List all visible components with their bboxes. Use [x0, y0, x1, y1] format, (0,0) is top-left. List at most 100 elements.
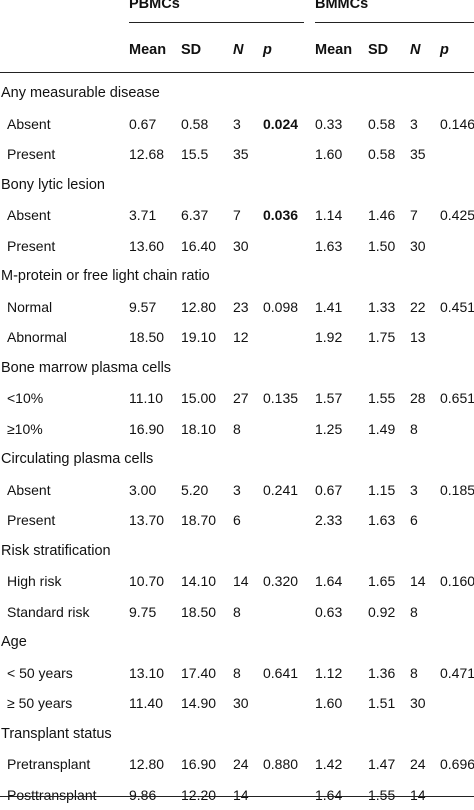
cell-pbmc-mean: 11.10 [129, 390, 163, 406]
cell-bmmc-sd: 1.65 [368, 573, 396, 589]
section-header: M-protein or free light chain ratio [0, 261, 474, 291]
cell-bmmc-mean: 1.60 [315, 146, 343, 162]
cell-bmmc-sd: 1.49 [368, 420, 396, 437]
cell-pbmc-mean: 12.68 [129, 146, 165, 162]
row-label: ≥ 50 years [7, 695, 73, 711]
row-label: Absent [7, 481, 51, 498]
table-row: <10% 11.10 15.00 27 0.135 1.57 1.55 28 0.651 [0, 383, 474, 413]
cell-pbmc-n: 6 [233, 512, 241, 528]
cell-pbmc-p: 0.036 [263, 207, 299, 223]
col-header-bmmc-mean: Mean [315, 42, 353, 58]
cell-bmmc-n: 24 [410, 756, 426, 772]
cell-pbmc-mean: 12.80 [129, 756, 165, 772]
cell-pbmc-sd: 15.5 [181, 146, 209, 162]
cell-pbmc-mean: 0.67 [129, 115, 157, 132]
cell-bmmc-n: 8 [410, 664, 418, 681]
cell-bmmc-sd: 1.75 [368, 329, 396, 345]
cell-bmmc-mean: 1.41 [315, 298, 343, 315]
col-header-bmmc-sd: SD [368, 42, 389, 58]
table-row: Present 13.60 16.40 30 1.63 1.50 30 [0, 231, 474, 261]
table-row: Posttransplant 9.86 12.20 14 1.64 1.55 14 [0, 780, 474, 810]
cell-pbmc-sd: 16.90 [181, 756, 217, 772]
cell-bmmc-p: 0.696 [440, 756, 474, 772]
cell-bmmc-sd: 0.92 [368, 603, 396, 620]
cell-bmmc-n: 8 [410, 603, 418, 620]
cell-pbmc-sd: 6.37 [181, 207, 209, 223]
cell-pbmc-mean: 10.70 [129, 573, 165, 589]
section-title: Bone marrow plasma cells [1, 359, 172, 376]
cell-pbmc-p: 0.320 [263, 573, 299, 589]
col-header-pbmc-sd: SD [181, 42, 202, 58]
section-header: Risk stratification [0, 536, 474, 566]
row-label: Normal [7, 298, 53, 315]
section-title: Circulating plasma cells [1, 451, 154, 467]
cell-bmmc-mean: 1.14 [315, 207, 343, 223]
section-title: Bony lytic lesion [1, 176, 105, 193]
cell-pbmc-n: 35 [233, 146, 249, 162]
table-row: Present 13.70 18.70 6 2.33 1.63 6 [0, 505, 474, 535]
section-title: Risk stratification [1, 542, 111, 559]
table-row: High risk 10.70 14.10 14 0.320 1.64 1.65 14 0.16… [0, 566, 474, 596]
cell-pbmc-p: 0.641 [263, 664, 299, 681]
cell-pbmc-mean: 3.71 [129, 207, 157, 223]
cell-bmmc-mean: 1.60 [315, 695, 343, 711]
header-rule [0, 72, 474, 73]
cell-bmmc-p: 0.146 [440, 115, 474, 132]
cell-bmmc-sd: 1.63 [368, 512, 396, 528]
cell-bmmc-mean: 1.57 [315, 390, 343, 406]
cell-pbmc-p: 0.024 [263, 115, 299, 132]
cell-bmmc-n: 30 [410, 695, 426, 711]
cell-pbmc-sd: 15.00 [181, 390, 217, 406]
table-row: Present 12.68 15.5 35 1.60 0.58 35 [0, 139, 474, 169]
cell-bmmc-p: 0.185 [440, 481, 474, 498]
cell-pbmc-sd: 14.10 [181, 573, 217, 589]
cell-bmmc-sd: 0.58 [368, 146, 396, 162]
table-row: Pretransplant 12.80 16.90 24 0.880 1.42 1.47 24… [0, 749, 474, 779]
section-header: Any measurable disease [0, 78, 474, 108]
cell-pbmc-n: 8 [233, 603, 241, 620]
cell-bmmc-mean: 0.63 [315, 603, 343, 620]
cell-bmmc-mean: 1.25 [315, 420, 343, 437]
cell-pbmc-n: 8 [233, 664, 241, 681]
cell-pbmc-sd: 19.10 [181, 329, 217, 345]
cell-pbmc-mean: 11.40 [129, 695, 163, 711]
cell-pbmc-sd: 12.80 [181, 298, 217, 315]
table-row: ≥ 50 years 11.40 14.90 30 1.60 1.51 30 [0, 688, 474, 718]
cell-pbmc-mean: 13.60 [129, 237, 165, 254]
section-header: Bone marrow plasma cells [0, 353, 474, 383]
cell-bmmc-n: 14 [410, 786, 426, 803]
cell-bmmc-mean: 1.12 [315, 664, 343, 681]
cell-pbmc-sd: 18.10 [181, 420, 217, 437]
cell-pbmc-n: 12 [233, 329, 249, 345]
cell-pbmc-sd: 14.90 [181, 695, 217, 711]
cell-pbmc-n: 30 [233, 237, 249, 254]
table-row: Absent 0.67 0.58 3 0.024 0.33 0.58 3 0.146 [0, 109, 474, 139]
row-label: Standard risk [7, 603, 90, 620]
cell-bmmc-p: 0.425 [440, 207, 474, 223]
row-label: Absent [7, 207, 51, 223]
cell-bmmc-p: 0.471 [440, 664, 474, 681]
cell-pbmc-n: 27 [233, 390, 249, 406]
cell-pbmc-n: 3 [233, 481, 241, 498]
row-label: Absent [7, 115, 51, 132]
cell-bmmc-mean: 1.63 [315, 237, 343, 254]
group-underline-pbmcs [129, 22, 304, 23]
table-row: < 50 years 13.10 17.40 8 0.641 1.12 1.36 8 0.471 [0, 658, 474, 688]
cell-pbmc-sd: 12.20 [181, 786, 217, 803]
section-title: M-protein or free light chain ratio [1, 268, 210, 284]
cell-bmmc-n: 3 [410, 115, 418, 132]
cell-pbmc-n: 30 [233, 695, 249, 711]
section-header: Transplant status [0, 719, 474, 749]
col-header-bmmc-p: p [440, 42, 449, 58]
col-header-pbmc-mean: Mean [129, 42, 167, 58]
cell-bmmc-sd: 0.58 [368, 115, 396, 132]
cell-bmmc-mean: 1.64 [315, 786, 343, 803]
cell-bmmc-n: 7 [410, 207, 418, 223]
cell-pbmc-mean: 3.00 [129, 481, 157, 498]
cell-bmmc-sd: 1.55 [368, 786, 396, 803]
row-label: ≥10% [7, 420, 43, 437]
cell-pbmc-n: 24 [233, 756, 249, 772]
cell-bmmc-p: 0.451 [440, 298, 474, 315]
cell-bmmc-n: 30 [410, 237, 426, 254]
cell-bmmc-n: 22 [410, 298, 426, 315]
